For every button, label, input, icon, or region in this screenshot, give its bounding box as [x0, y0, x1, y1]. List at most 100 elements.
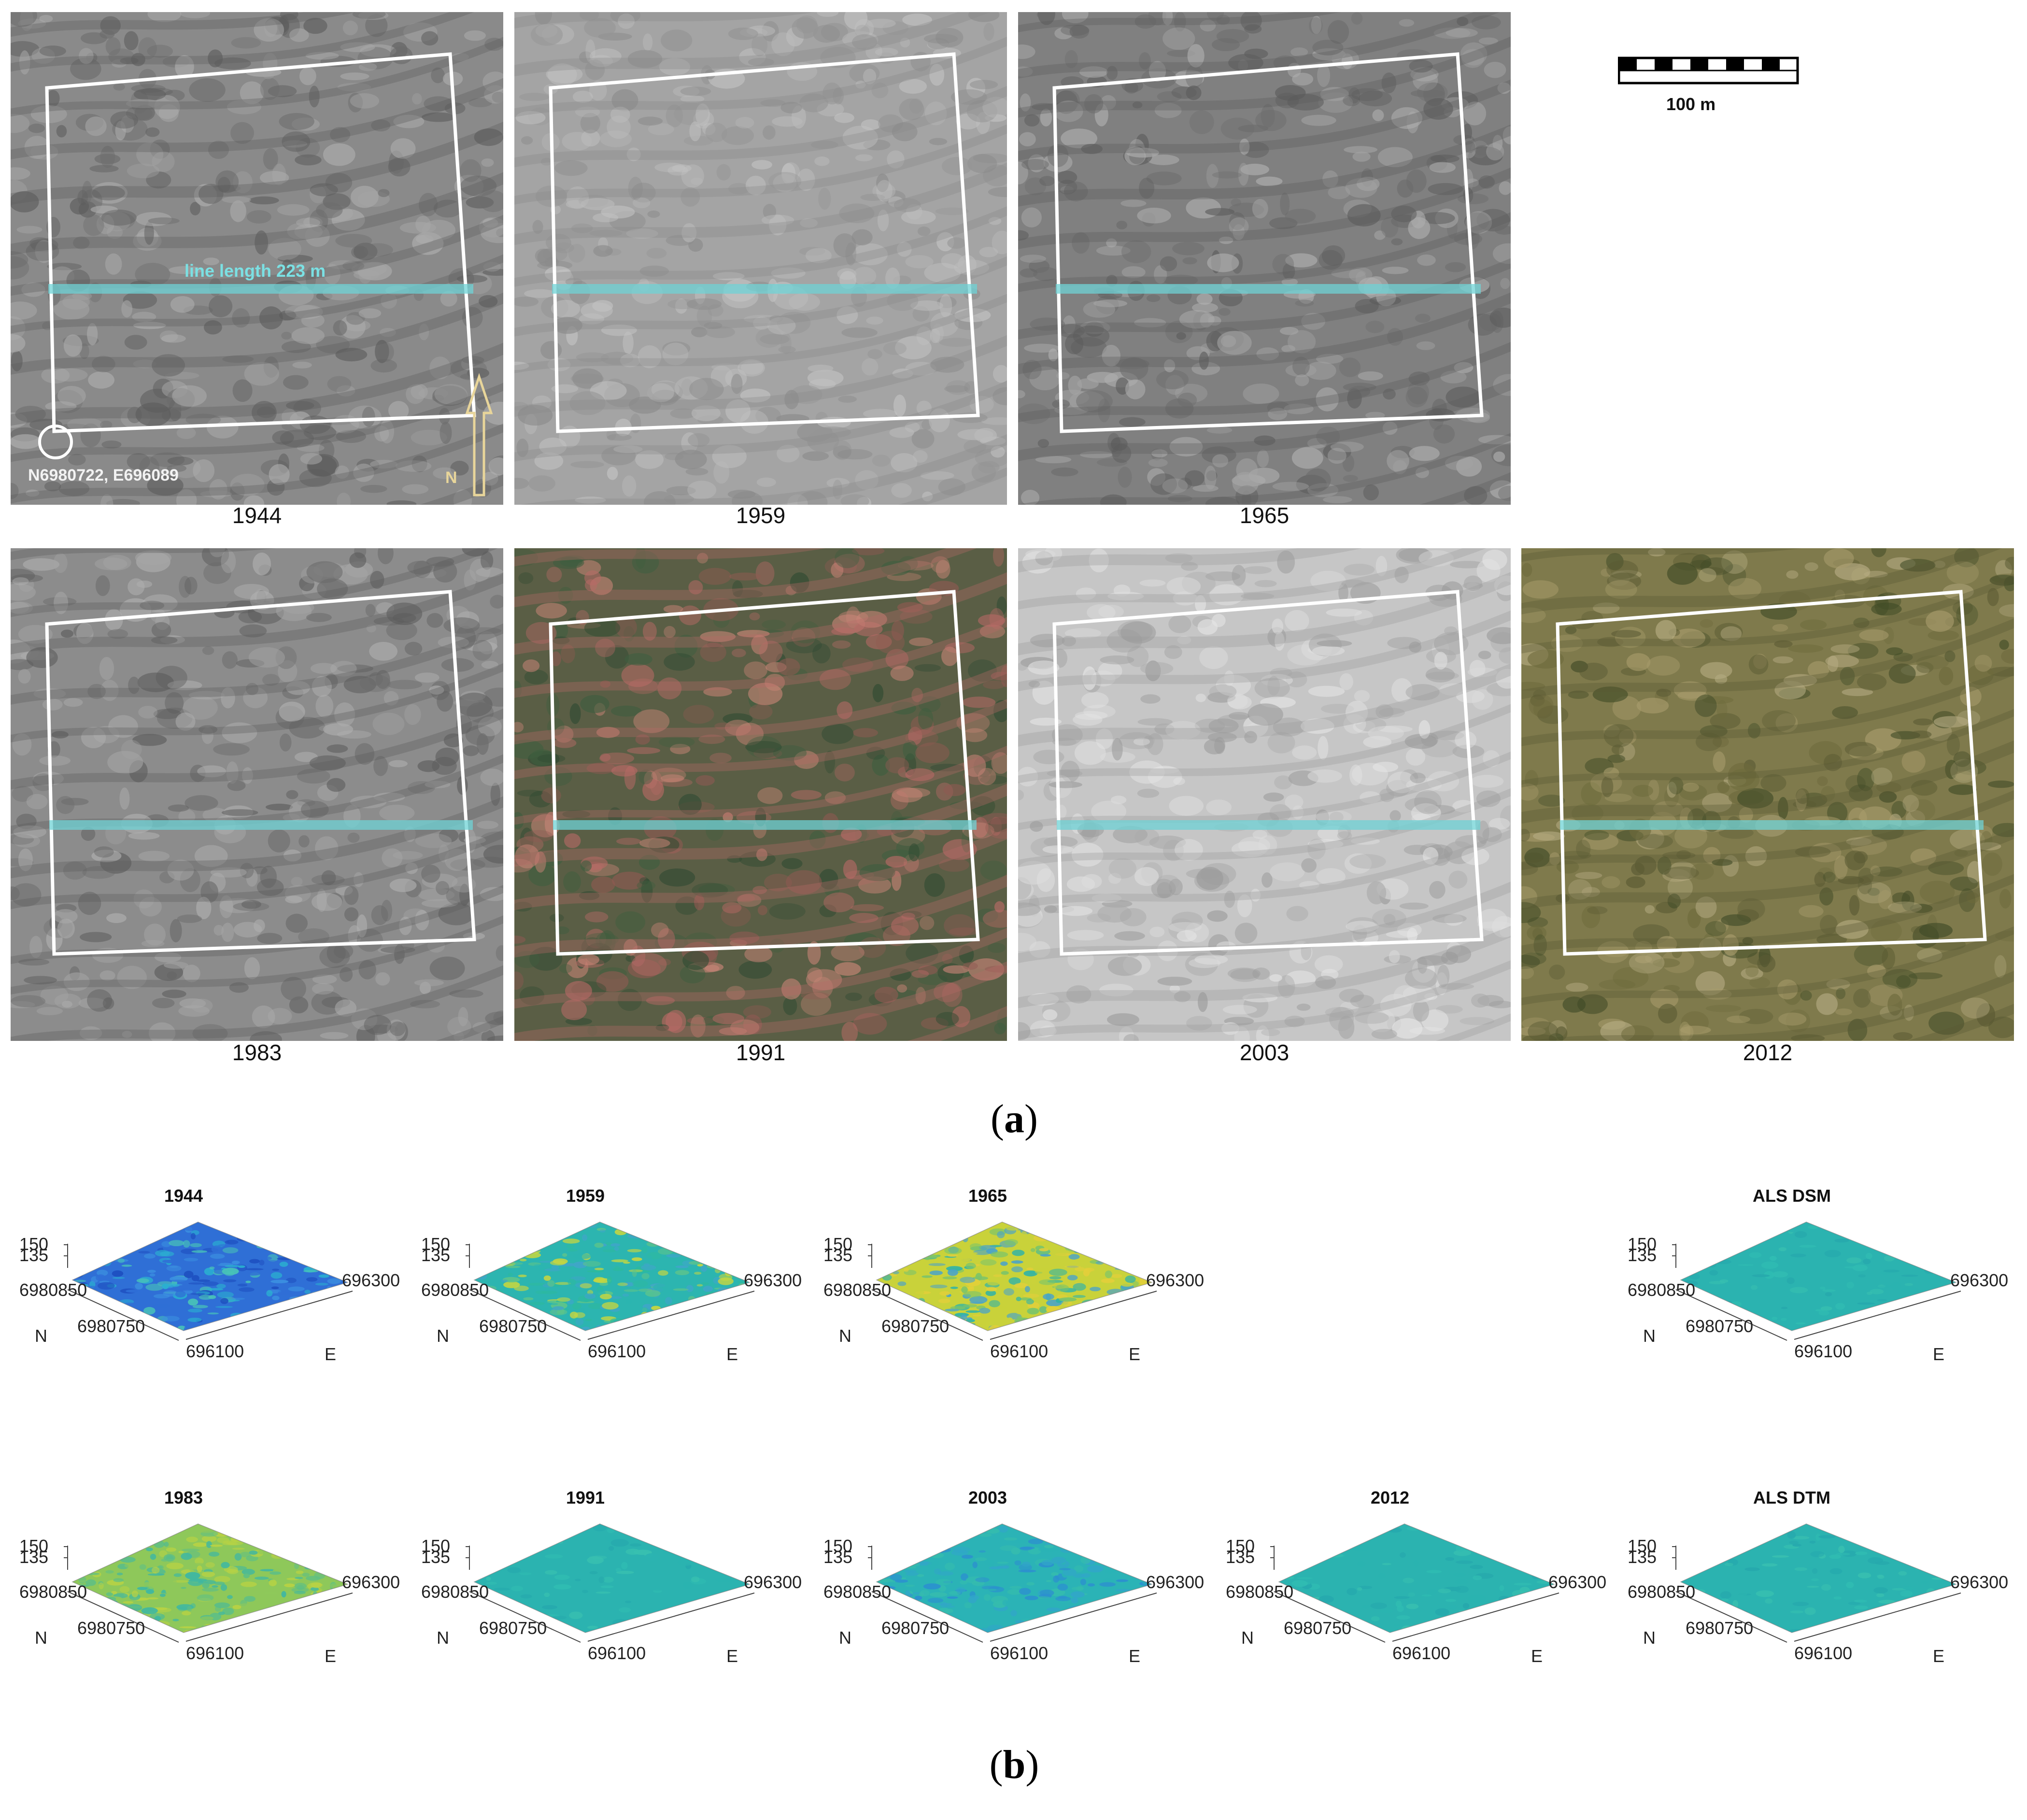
east-tick-696300: 696300	[1548, 1572, 1607, 1592]
east-tick-696100: 696100	[1794, 1643, 1853, 1663]
dem-plot-1991: 1991 150 135 6980850 6980750 N 696300 696100 E	[421, 1488, 808, 1739]
z-tick-150: 150	[421, 1536, 451, 1556]
north-axis-label: N	[1643, 1326, 1656, 1346]
aerial-photo-1959	[514, 12, 1007, 505]
photo-texture	[514, 12, 1007, 505]
east-tick-696300: 696300	[1950, 1572, 2009, 1592]
photo-texture	[1521, 548, 2014, 1041]
north-tick-6980750: 6980750	[77, 1618, 145, 1638]
dem-plot-2012: 2012 150 135 6980850 6980750 N 696300 696100 E	[1226, 1488, 1612, 1739]
photo-texture	[11, 548, 503, 1041]
east-tick-696100: 696100	[186, 1341, 244, 1361]
dem-plot-2003: 2003 150 135 6980850 6980750 N 696300 696100 E	[823, 1488, 1210, 1739]
dem-plot-1944: 1944 150 135 6980850 6980750 N 696300 696100 E	[19, 1186, 406, 1437]
plot-title: 1944	[164, 1186, 203, 1206]
aerial-photo-1983	[11, 548, 503, 1041]
z-tick-150: 150	[823, 1234, 853, 1254]
surface-plot	[1270, 1523, 1559, 1643]
north-axis-label: N	[437, 1628, 449, 1648]
east-tick-696100: 696100	[990, 1341, 1049, 1361]
photo-texture	[514, 548, 1007, 1041]
north-tick-6980850: 6980850	[421, 1582, 489, 1602]
east-tick-696300: 696300	[744, 1572, 802, 1592]
z-tick-150: 150	[19, 1234, 49, 1254]
north-tick-6980750: 6980750	[479, 1316, 547, 1336]
corner-marker-icon	[38, 425, 73, 459]
north-tick-6980750: 6980750	[881, 1316, 950, 1336]
east-tick-696100: 696100	[990, 1643, 1049, 1663]
year-label-1983: 1983	[232, 1040, 282, 1065]
year-label-1959: 1959	[736, 503, 786, 528]
dem-plot-1965: 1965 150 135 6980850 6980750 N 696300 696100 E	[823, 1186, 1210, 1437]
east-axis-label: E	[726, 1646, 738, 1666]
east-axis-label: E	[1531, 1646, 1543, 1666]
east-axis-label: E	[325, 1344, 337, 1364]
surface-plot	[466, 1523, 755, 1643]
north-axis-label: N	[1643, 1628, 1656, 1648]
photo-texture	[1018, 548, 1511, 1041]
z-tick-135: 135	[421, 1547, 451, 1567]
aerial-photo-1991	[514, 548, 1007, 1041]
plot-title: ALS DSM	[1753, 1186, 1831, 1206]
north-arrow-label: N	[445, 469, 457, 487]
z-tick-135: 135	[1628, 1547, 1657, 1567]
east-axis-label: E	[1933, 1646, 1945, 1666]
north-axis-label: N	[35, 1326, 47, 1346]
z-tick-135: 135	[421, 1245, 451, 1265]
east-axis-label: E	[1129, 1344, 1141, 1364]
z-tick-150: 150	[1226, 1536, 1255, 1556]
north-axis-label: N	[839, 1326, 851, 1346]
east-tick-696300: 696300	[744, 1270, 802, 1290]
z-tick-150: 150	[19, 1536, 49, 1556]
plot-title: 1983	[164, 1488, 203, 1507]
surface-plot	[466, 1222, 755, 1341]
east-tick-696100: 696100	[588, 1643, 646, 1663]
north-arrow-icon	[465, 373, 493, 497]
east-tick-696300: 696300	[342, 1270, 400, 1290]
study-site-outline	[549, 52, 980, 433]
z-tick-135: 135	[1628, 1245, 1657, 1265]
east-tick-696100: 696100	[186, 1643, 244, 1663]
surface-plot	[868, 1523, 1157, 1643]
z-tick-150: 150	[1628, 1234, 1657, 1254]
plot-title: 2003	[968, 1488, 1007, 1507]
north-axis-label: N	[437, 1326, 449, 1346]
photo-texture	[1018, 12, 1511, 505]
plot-title: 1991	[566, 1488, 605, 1507]
year-label-1944: 1944	[232, 503, 282, 528]
north-tick-6980750: 6980750	[479, 1618, 547, 1638]
z-tick-135: 135	[19, 1245, 49, 1265]
dem-plot-als-dsm: ALS DSM 150 135 6980850 6980750 N 696300 696100…	[1628, 1186, 2014, 1437]
panel-label-b-letter: b	[1003, 1742, 1026, 1787]
surface-plot	[1672, 1222, 1961, 1341]
north-axis-label: N	[839, 1628, 851, 1648]
panel-label-a: (a)	[991, 1096, 1038, 1141]
plot-title: 2012	[1370, 1488, 1410, 1507]
year-label-2012: 2012	[1743, 1040, 1793, 1065]
north-tick-6980750: 6980750	[1686, 1316, 1754, 1336]
photo-texture	[11, 12, 503, 505]
aerial-photo-1944	[11, 12, 503, 505]
north-tick-6980850: 6980850	[1628, 1280, 1696, 1300]
north-tick-6980750: 6980750	[77, 1316, 145, 1336]
plot-title: ALS DTM	[1753, 1488, 1830, 1507]
panel-label-b: (b)	[989, 1742, 1039, 1787]
north-tick-6980850: 6980850	[1226, 1582, 1294, 1602]
north-tick-6980850: 6980850	[1628, 1582, 1696, 1602]
z-tick-135: 135	[1226, 1547, 1255, 1567]
aerial-photo-2012	[1521, 548, 2014, 1041]
study-site-outline	[1556, 590, 1987, 956]
north-tick-6980850: 6980850	[19, 1280, 87, 1300]
plot-title: 1959	[566, 1186, 605, 1206]
surface-plot	[64, 1222, 353, 1341]
scale-bar	[1618, 57, 1799, 85]
surface-plot	[868, 1222, 1157, 1341]
dem-plot-1983: 1983 150 135 6980850 6980750 N 696300 696100 E	[19, 1488, 406, 1739]
east-tick-696300: 696300	[1146, 1572, 1205, 1592]
surface-plot	[1672, 1523, 1961, 1643]
east-axis-label: E	[1129, 1646, 1141, 1666]
year-label-1965: 1965	[1239, 503, 1290, 528]
east-tick-696100: 696100	[1392, 1643, 1451, 1663]
north-axis-label: N	[35, 1628, 47, 1648]
plot-title: 1965	[968, 1186, 1007, 1206]
